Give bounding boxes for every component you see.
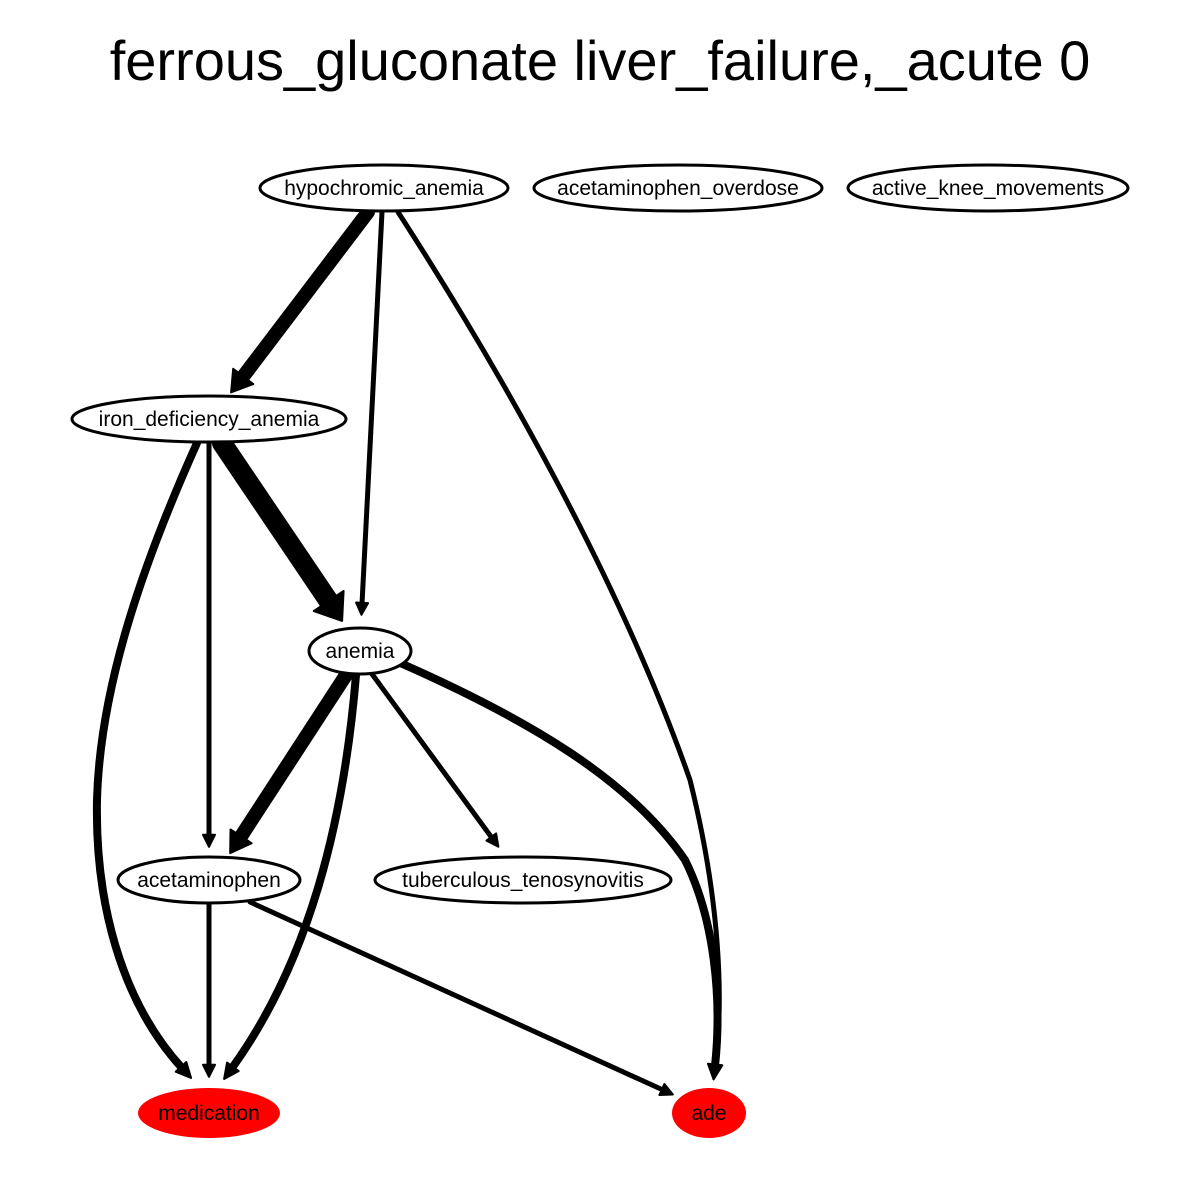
node-anemia: anemia [307,626,413,676]
edges-layer [92,205,724,1096]
node-ellipse [138,1088,280,1138]
node-ellipse [258,163,510,213]
edge-line [359,209,385,607]
edge-iron_deficiency_anemia-to-acetaminophen [202,440,216,848]
edge-line [247,899,666,1093]
arrowhead [485,832,500,848]
node-ellipse [672,1088,746,1138]
arrowhead [706,1062,724,1081]
node-label: ade [691,1102,726,1125]
node-label: acetaminophen [137,869,281,892]
node-label: anemia [326,640,395,663]
edge-line [212,433,340,613]
node-ellipse [307,626,413,676]
arrowhead [223,1061,240,1080]
edge-hypochromic_anemia-to-ade [395,209,723,1078]
node-ellipse [532,163,824,213]
node-ade: ade [672,1088,746,1138]
node-hypochromic_anemia: hypochromic_anemia [258,163,510,213]
edge-line [369,671,495,841]
node-ellipse [116,855,302,905]
edge-anemia-to-ade [394,658,724,1081]
edge-iron_deficiency_anemia-to-medication [92,439,201,1079]
node-label: acetaminophen_overdose [557,177,799,200]
edge-iron_deficiency_anemia-to-anemia [212,433,345,622]
node-label: active_knee_movements [872,177,1104,200]
edge-line [235,205,375,385]
node-ellipse [70,394,348,444]
node-ellipse [846,163,1130,213]
arrowhead [312,589,345,622]
arrowhead [174,1061,193,1079]
nodes-layer: hypochromic_anemia acetaminophen_overdose… [70,163,1130,1138]
graph-title: ferrous_gluconate liver_failure,_acute 0 [109,29,1091,92]
arrowhead [229,828,253,855]
edge-line [92,439,201,1072]
arrowhead [355,601,370,616]
node-label: iron_deficiency_anemia [99,408,320,431]
edge-anemia-to-tuberculous_tenosynovitis [369,671,500,848]
arrowhead [202,1063,216,1078]
edge-hypochromic_anemia-to-anemia [355,209,385,616]
arrowhead [658,1083,674,1096]
node-iron_deficiency_anemia: iron_deficiency_anemia [70,394,348,444]
arrowhead [230,367,255,394]
edge-hypochromic_anemia-to-iron_deficiency_anemia [230,205,375,394]
edge-anemia-to-acetaminophen [229,668,353,855]
node-label: hypochromic_anemia [284,177,484,200]
arrowhead [202,833,216,848]
edge-anemia-to-medication [223,671,360,1080]
node-ellipse [373,855,673,905]
node-acetaminophen_overdose: acetaminophen_overdose [532,163,824,213]
node-acetaminophen: acetaminophen [116,855,302,905]
edge-line [395,209,722,1069]
node-label: medication [158,1102,260,1125]
node-tuberculous_tenosynovitis: tuberculous_tenosynovitis [373,855,673,905]
edge-line [394,658,722,1070]
node-medication: medication [138,1088,280,1138]
edge-line [233,668,353,845]
edge-line [228,671,360,1072]
node-label: tuberculous_tenosynovitis [402,869,644,892]
edge-acetaminophen-to-ade [247,899,674,1096]
node-active_knee_movements: active_knee_movements [846,163,1130,213]
edge-acetaminophen-to-medication [202,901,216,1078]
